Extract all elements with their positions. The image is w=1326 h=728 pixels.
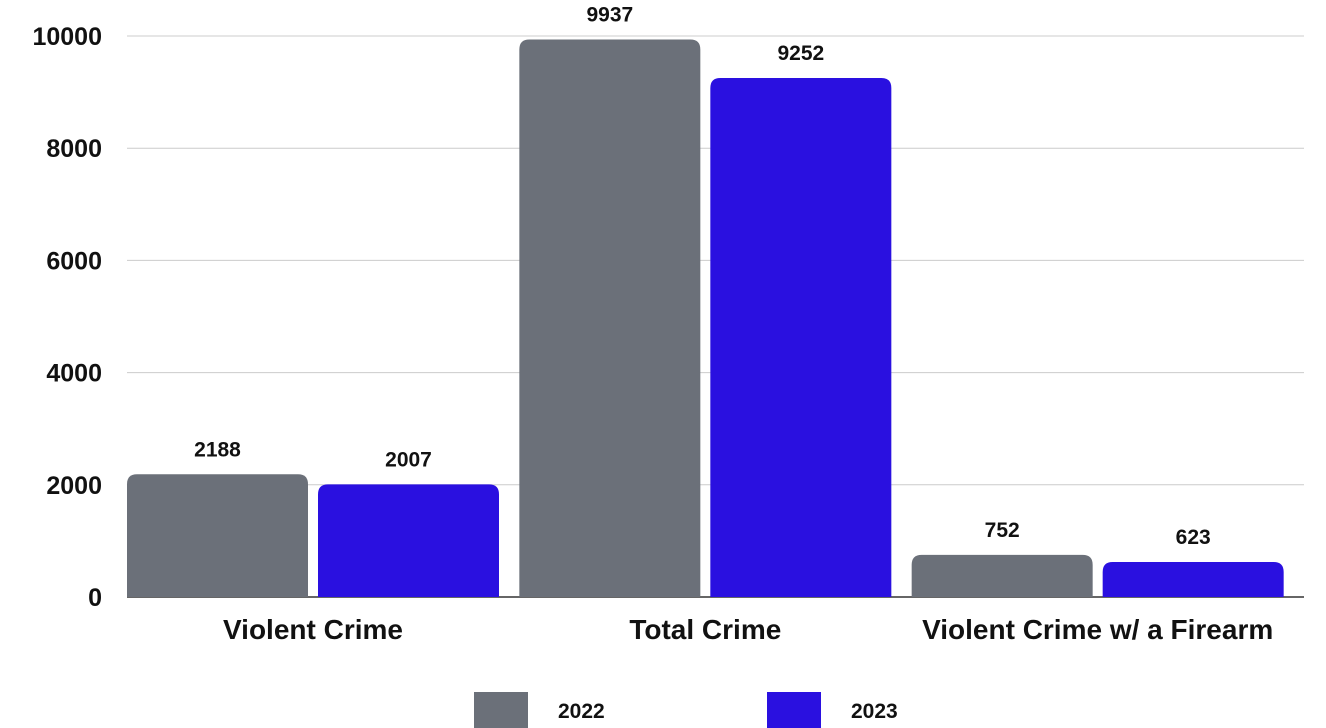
x-category-label: Total Crime — [629, 614, 781, 645]
legend-label-2023: 2023 — [851, 700, 898, 723]
legend: 2022 2023 — [474, 692, 898, 728]
data-label: 2188 — [194, 438, 241, 461]
data-label: 623 — [1176, 526, 1211, 549]
legend-swatch-2022 — [474, 692, 528, 728]
x-category-label: Violent Crime w/ a Firearm — [922, 614, 1273, 645]
legend-swatch-2023 — [767, 692, 821, 728]
x-category-label: Violent Crime — [223, 614, 403, 645]
data-label: 752 — [985, 519, 1020, 542]
bar-2023-total-crime — [710, 77, 892, 598]
bar-2022-total-crime — [519, 39, 701, 597]
y-tick-label: 4000 — [46, 360, 102, 388]
bar-2023-violent-crime-w-a-firearm — [1102, 562, 1284, 597]
data-label: 9252 — [777, 42, 824, 65]
y-tick-label: 0 — [88, 584, 102, 612]
legend-label-2022: 2022 — [558, 700, 605, 723]
data-labels: 2188 2007 9937 9252 752 623 — [194, 4, 1211, 550]
y-tick-label: 10000 — [32, 23, 102, 51]
bars — [127, 39, 1284, 598]
bar-2023-violent-crime — [318, 484, 499, 597]
bar-2022-violent-crime-w-a-firearm — [911, 554, 1093, 597]
y-axis-ticks: 0 2000 4000 6000 8000 10000 — [32, 23, 102, 612]
bar-2022-violent-crime — [127, 474, 308, 597]
x-axis-categories: Violent Crime Total Crime Violent Crime w/… — [223, 614, 1273, 645]
y-tick-label: 2000 — [46, 472, 102, 500]
y-tick-label: 8000 — [46, 135, 102, 163]
y-tick-label: 6000 — [46, 247, 102, 275]
data-label: 2007 — [385, 448, 432, 471]
data-label: 9937 — [586, 4, 633, 27]
